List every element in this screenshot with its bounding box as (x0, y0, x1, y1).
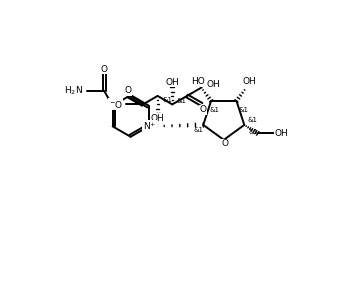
Text: OH: OH (151, 114, 165, 123)
Text: &1: &1 (162, 97, 172, 103)
Text: N$^{+}$: N$^{+}$ (143, 120, 156, 132)
Text: OH: OH (243, 77, 256, 86)
Text: &1: &1 (209, 107, 220, 113)
Text: OH: OH (165, 77, 179, 87)
Text: OH: OH (206, 80, 220, 89)
Text: $^{-}$O: $^{-}$O (109, 99, 123, 110)
Text: &1: &1 (247, 118, 258, 123)
Text: OH: OH (274, 129, 288, 138)
Text: O: O (125, 86, 132, 95)
Text: H$_2$N: H$_2$N (64, 85, 83, 97)
Text: &1: &1 (249, 129, 259, 135)
Text: HO: HO (191, 77, 205, 86)
Text: O: O (101, 65, 108, 74)
Text: O: O (200, 105, 207, 114)
Text: &1: &1 (193, 127, 204, 133)
Text: &1: &1 (239, 107, 249, 113)
Text: O: O (221, 139, 228, 148)
Text: &1: &1 (177, 98, 187, 104)
